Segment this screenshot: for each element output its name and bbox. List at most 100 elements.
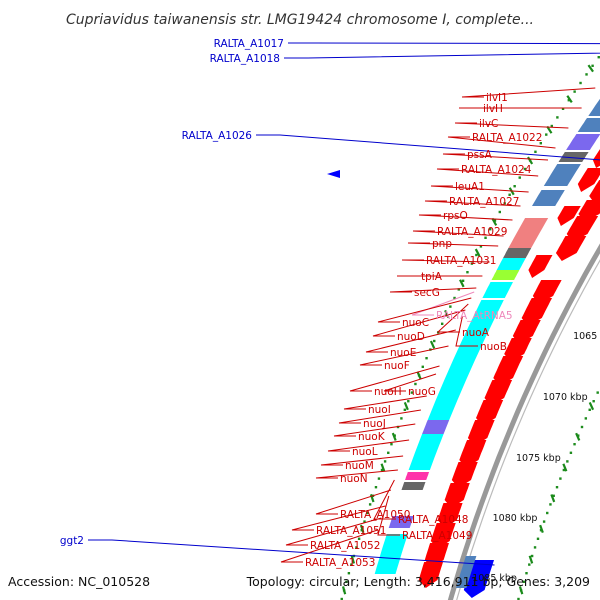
reverse-gene-label: pssA	[467, 149, 493, 161]
inner-ruler-dot	[363, 520, 366, 523]
reverse-label-leader	[377, 297, 472, 323]
inner-ruler-dot	[523, 167, 527, 171]
inner-ruler-dot	[545, 133, 548, 136]
accession-text: Accession: NC_010528	[8, 574, 150, 589]
reverse-gene-label: RALTA_A1022	[472, 132, 542, 144]
ruler-dot	[584, 417, 588, 420]
forward-cds-marker	[327, 170, 340, 178]
reverse-label-leader	[285, 517, 382, 546]
inner-ruler-dot	[579, 81, 582, 85]
feature-band	[427, 300, 504, 420]
inner-ruler-tick	[391, 432, 397, 441]
inner-ruler-tick	[587, 64, 594, 73]
inner-ruler-tick	[380, 463, 386, 472]
reverse-cds-arrow	[476, 400, 504, 426]
inner-ruler-dot	[484, 236, 487, 239]
reverse-cds-arrow	[577, 168, 600, 192]
reverse-gene-label: RALTA_A1049	[402, 530, 472, 542]
reverse-gene-label: nuoJ	[363, 418, 386, 430]
inner-ruler-dot	[518, 176, 521, 179]
inner-ruler-tick	[429, 340, 436, 349]
inner-ruler-tick	[341, 586, 347, 595]
inner-ruler-tick	[416, 371, 422, 380]
ruler-dot	[592, 400, 595, 403]
inner-ruler-dot	[390, 443, 393, 446]
reverse-cds-arrow	[459, 440, 487, 468]
reverse-cds-arrow	[566, 216, 599, 242]
ruler-dot	[580, 425, 584, 429]
feature-band	[577, 118, 600, 132]
reverse-cds-arrow	[418, 562, 443, 588]
inner-ruler-dot	[350, 563, 353, 566]
ruler-dot	[588, 408, 591, 411]
ruler-dot	[517, 597, 520, 600]
inner-ruler-dot	[403, 408, 407, 411]
ruler-dot	[549, 503, 552, 506]
inner-ruler-dot	[539, 142, 543, 145]
reverse-gene-label: nuoH	[374, 386, 402, 398]
feature-band	[558, 152, 589, 162]
feature-band	[401, 482, 426, 490]
reverse-gene-label: RALTA_A1027	[449, 196, 519, 208]
inner-ruler-dot	[550, 124, 553, 128]
reverse-gene-label: rpsO	[443, 210, 468, 222]
inner-ruler-dot	[410, 391, 414, 394]
reverse-gene-label: RALTA_A1053	[305, 557, 375, 569]
inner-ruler-dot	[534, 150, 537, 153]
inner-ruler-dot	[449, 305, 452, 308]
reverse-label-leader	[407, 242, 499, 247]
ruler-major-tick	[550, 494, 556, 503]
reverse-gene-label: leuA1	[455, 181, 485, 193]
inner-ruler-tick	[566, 95, 573, 104]
reverse-cds-arrow	[589, 180, 600, 204]
inner-ruler-dot	[567, 99, 571, 102]
reverse-gene-label: nuoC	[402, 317, 429, 329]
reverse-cds-arrow	[521, 298, 553, 326]
inner-ruler-dot	[513, 185, 516, 188]
inner-ruler-tick	[359, 524, 365, 534]
kbp-label: 1075 kbp	[516, 453, 561, 464]
ruler-dot	[530, 554, 534, 558]
inner-ruler-dot	[433, 339, 436, 343]
reverse-cds-arrow	[493, 356, 524, 386]
inner-ruler-dot	[556, 116, 559, 119]
reverse-gene-label: nuoB	[480, 341, 507, 353]
inner-ruler-dot	[508, 193, 511, 196]
inner-ruler-dot	[345, 580, 348, 583]
inner-ruler-dot	[347, 572, 351, 575]
feature-band	[532, 190, 565, 206]
inner-ruler-tick	[459, 279, 465, 288]
reverse-gene-label: ilvH	[483, 103, 503, 115]
reverse-gene-label: RALTA_A1052	[310, 540, 380, 552]
reverse-label-leader	[436, 168, 539, 177]
reverse-gene-label: nuoM	[345, 460, 374, 472]
reverse-label-leader	[320, 455, 404, 466]
reverse-label-leader	[333, 423, 416, 437]
reverse-cds-arrow	[467, 420, 495, 446]
reverse-gene-label: RALTA_A1050	[340, 509, 410, 521]
reverse-label-leader	[291, 505, 386, 531]
inner-ruler-dot	[453, 296, 456, 300]
feature-band	[543, 164, 581, 186]
reverse-label-leader	[454, 122, 569, 129]
inner-ruler-dot	[387, 451, 390, 454]
ruler-dot	[559, 477, 562, 480]
ruler-dot	[546, 511, 549, 515]
reverse-gene-label: RALTA_A1048	[398, 514, 468, 526]
forward-label-leader	[88, 539, 495, 566]
inner-ruler-dot	[400, 417, 403, 420]
ruler-dot	[569, 451, 573, 454]
reverse-label-leader	[372, 309, 466, 337]
reverse-label-leader	[343, 395, 427, 410]
inner-ruler-dot	[503, 202, 506, 205]
ruler-major-tick	[518, 586, 524, 595]
reverse-label-leader	[359, 345, 449, 366]
reverse-label-leader	[461, 87, 596, 98]
ruler-dot	[552, 494, 555, 497]
inner-ruler-dot	[573, 90, 576, 93]
reverse-label-leader	[411, 291, 475, 316]
reverse-gene-label: RALTA_A1051	[316, 525, 386, 537]
forward-gene-label: RALTA_A1018	[210, 53, 280, 65]
reverse-label-leader	[383, 373, 437, 392]
